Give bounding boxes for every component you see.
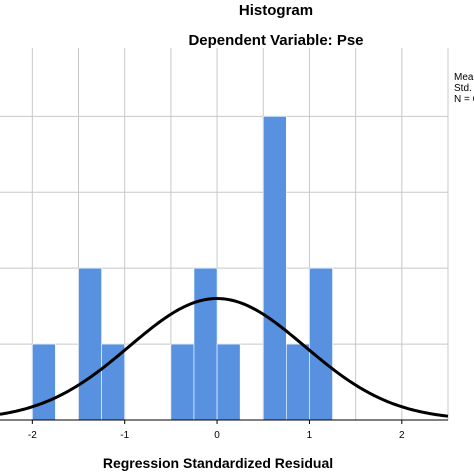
x-tick-label: 2 bbox=[399, 430, 405, 441]
histogram-bar bbox=[262, 116, 287, 421]
histogram-bar bbox=[309, 267, 333, 421]
normal-curve bbox=[0, 297, 449, 418]
chart-title: Histogram bbox=[239, 2, 313, 19]
histogram-bar bbox=[101, 343, 126, 421]
x-tick-label: -1 bbox=[120, 430, 129, 441]
histogram-bar bbox=[32, 343, 56, 421]
chart-subtitle: Dependent Variable: Pse bbox=[188, 32, 363, 49]
stats-line: Std. I bbox=[454, 83, 474, 94]
x-tick-label: 0 bbox=[214, 430, 220, 441]
x-tick-label: -2 bbox=[28, 430, 37, 441]
histogram-bar bbox=[216, 343, 241, 421]
stats-line: Mean bbox=[454, 72, 474, 83]
x-axis-label: Regression Standardized Residual bbox=[103, 455, 333, 471]
x-axis-ticks: -2 -1 0 1 2 bbox=[28, 420, 405, 441]
stats-box: MeanStd. IN = 6 bbox=[454, 72, 474, 105]
x-tick-label: 1 bbox=[307, 430, 313, 441]
histogram-bar bbox=[170, 343, 195, 421]
histogram-bar bbox=[78, 267, 102, 421]
stats-line: N = 6 bbox=[454, 94, 474, 105]
histogram-bar bbox=[193, 267, 218, 421]
histogram-bar bbox=[286, 343, 310, 421]
